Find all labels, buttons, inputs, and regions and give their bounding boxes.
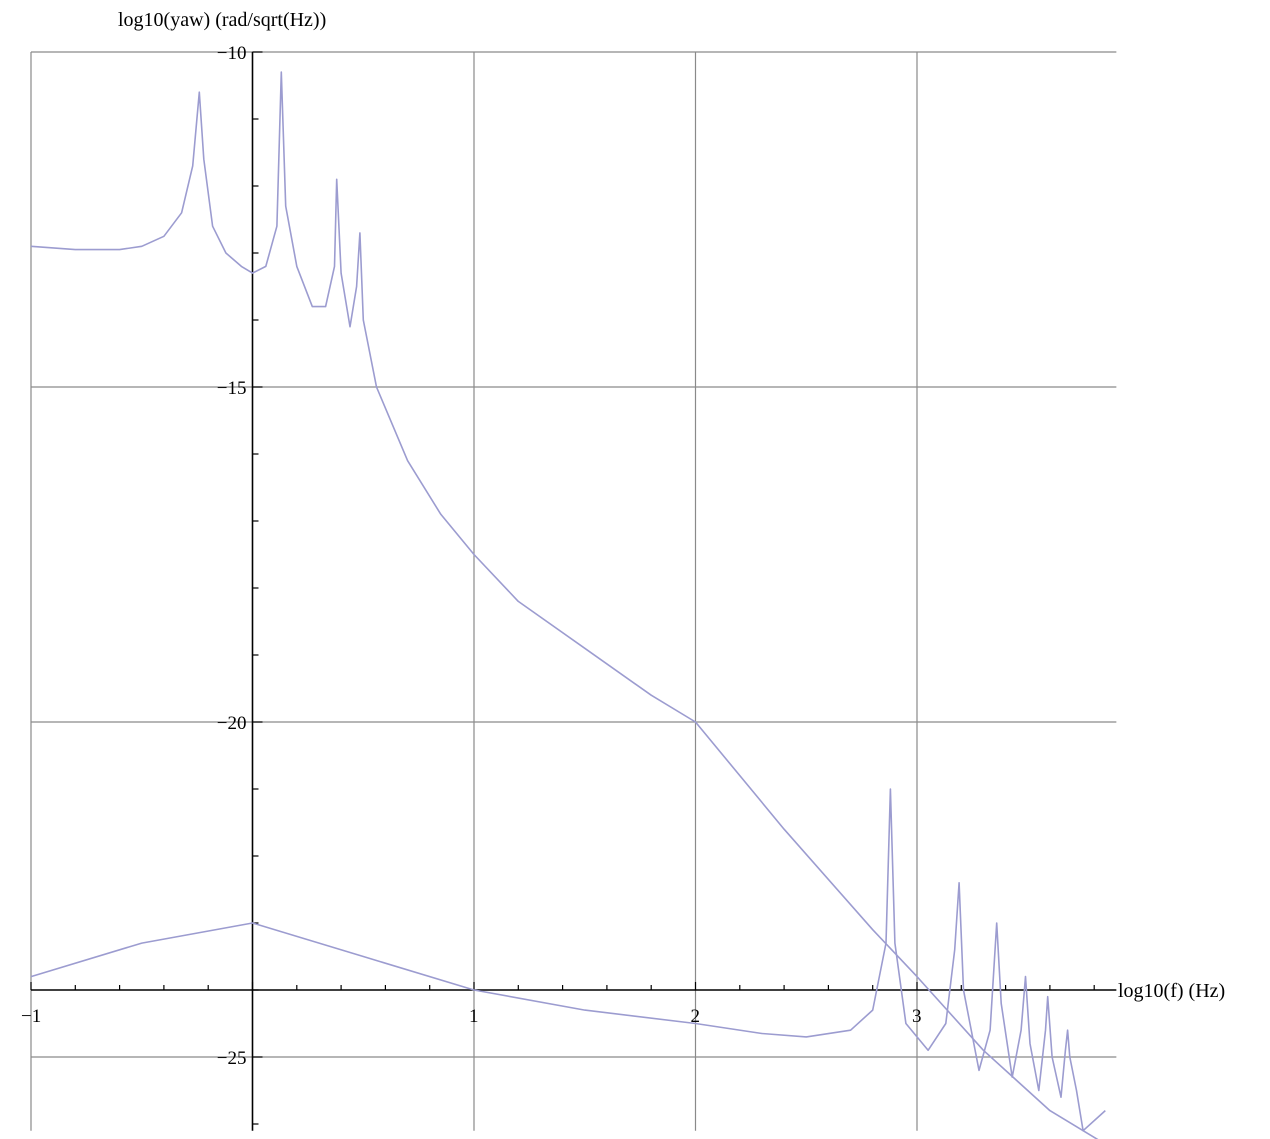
x-tick-label: 3: [912, 1006, 922, 1027]
y-axis-label: log10(yaw) (rad/sqrt(Hz)): [118, 9, 326, 31]
y-tick-label: −10: [217, 43, 247, 64]
y-tick-label: −20: [217, 713, 247, 734]
minor-ticks: [30, 51, 1095, 1125]
series-lines: [30, 71, 1106, 1139]
x-axis-label: log10(f) (Hz): [1118, 980, 1225, 1002]
x-tick-label: 1: [469, 1006, 479, 1027]
y-tick-label: −15: [217, 378, 247, 399]
y-tick-label: −25: [217, 1048, 247, 1069]
series-line-2: [30, 788, 1106, 1132]
series-line-1: [30, 71, 1099, 1139]
x-tick-label: −1: [21, 1006, 41, 1027]
x-tick-label: 2: [691, 1006, 701, 1027]
grid-lines: [30, 51, 1117, 1131]
axes: [31, 52, 1117, 1131]
tick-labels: −1 1 2 3 −10 −15 −20 −25: [21, 43, 922, 1069]
